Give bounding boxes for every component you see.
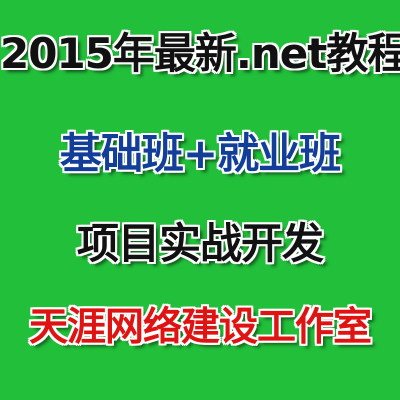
class-types: 基础班+就业班 <box>59 129 341 178</box>
studio-name: 天涯网络建设工作室 <box>28 305 372 350</box>
course-title: 2015年最新.net教程 <box>0 29 400 78</box>
project-development: 项目实战开发 <box>76 219 324 268</box>
